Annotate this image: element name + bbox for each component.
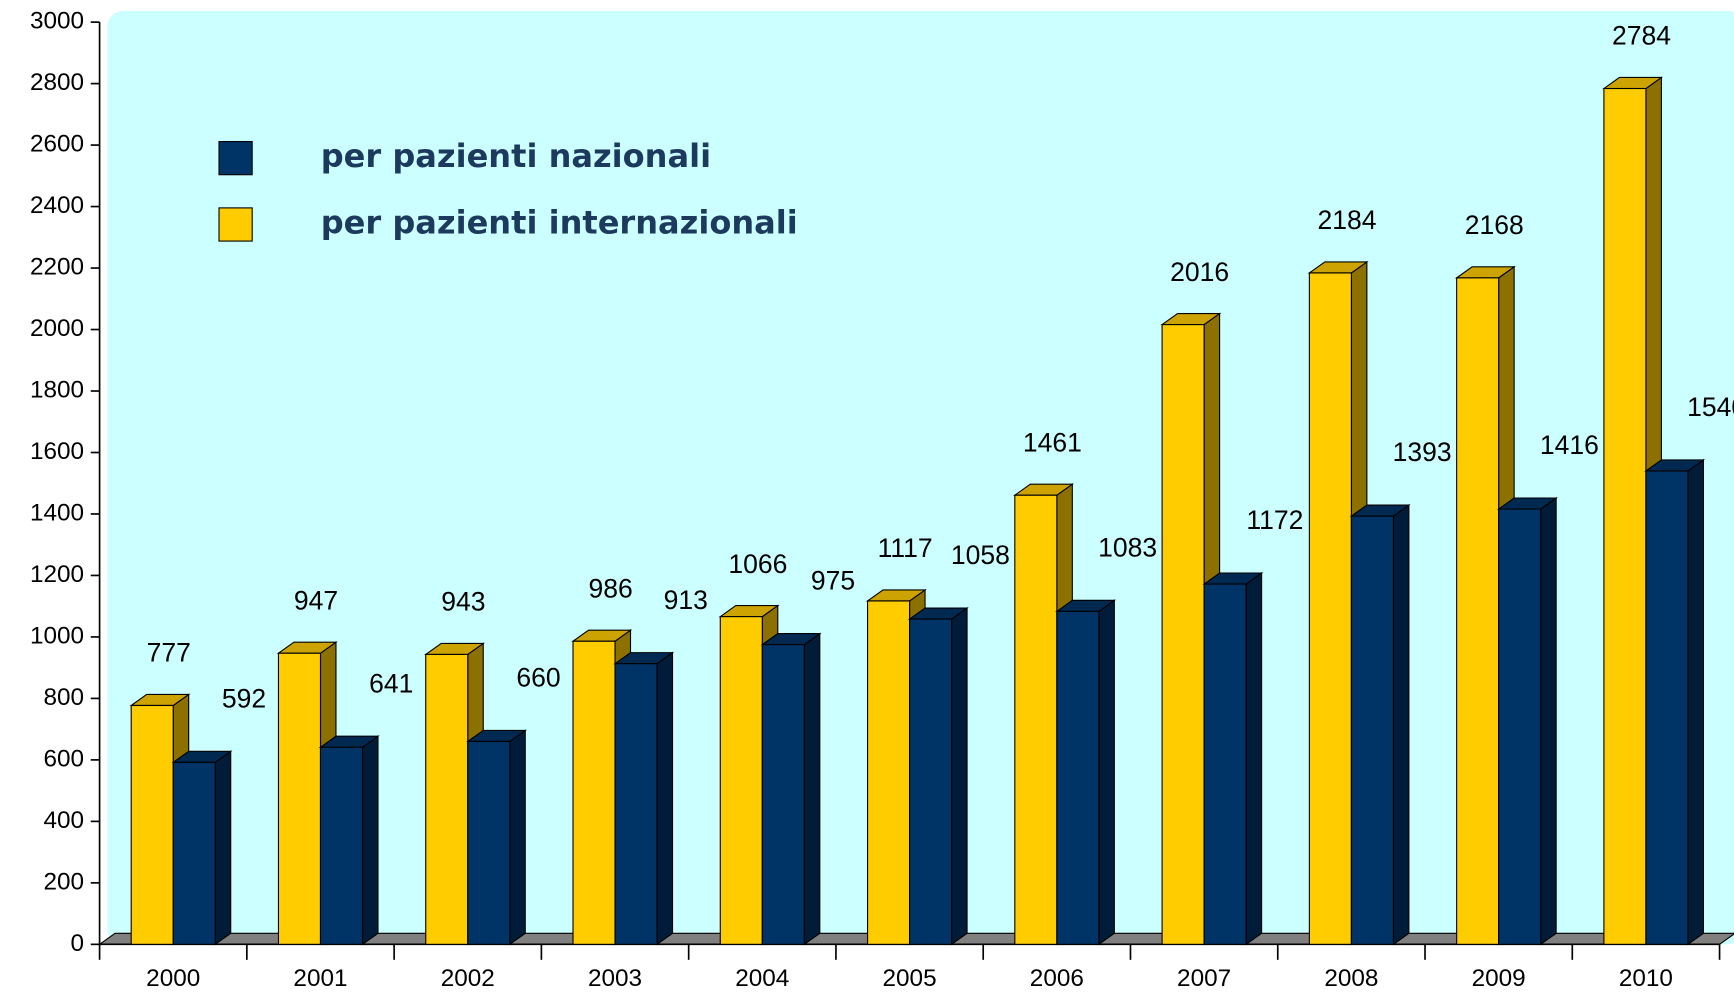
y-tick-label: 2600 xyxy=(30,131,84,158)
bar-side xyxy=(951,606,968,946)
y-tick-label: 400 xyxy=(44,807,85,834)
legend-label: per pazienti internazionali xyxy=(321,203,798,241)
value-label: 592 xyxy=(222,683,266,713)
value-label: 947 xyxy=(294,585,338,615)
value-label: 1461 xyxy=(1023,427,1082,457)
x-tick-label: 2001 xyxy=(293,965,347,992)
bar xyxy=(1056,610,1100,945)
value-label: 641 xyxy=(369,668,413,698)
value-label: 975 xyxy=(811,566,855,596)
value-label: 943 xyxy=(441,587,485,617)
value-label: 1066 xyxy=(728,549,787,579)
value-label: 1540 xyxy=(1687,392,1734,422)
x-tick-label: 2000 xyxy=(146,965,200,992)
value-label: 1393 xyxy=(1393,437,1452,467)
bar-side xyxy=(656,651,674,946)
y-tick-label: 800 xyxy=(44,684,85,711)
value-label: 777 xyxy=(147,638,191,668)
y-tick-label: 2800 xyxy=(30,69,84,96)
bar xyxy=(1161,324,1205,945)
bar-side xyxy=(1245,571,1263,946)
x-tick-label: 2008 xyxy=(1324,965,1378,992)
x-tick-label: 2004 xyxy=(735,965,789,992)
value-label: 1117 xyxy=(878,533,933,563)
value-label: 1172 xyxy=(1246,505,1303,535)
value-label: 2016 xyxy=(1170,257,1229,287)
bar xyxy=(1308,272,1352,945)
value-label: 2168 xyxy=(1465,210,1524,240)
x-tick-label: 2010 xyxy=(1619,965,1673,992)
y-tick-label: 1000 xyxy=(30,622,84,649)
bar-side xyxy=(1540,496,1557,946)
value-label: 1416 xyxy=(1540,430,1599,460)
bar xyxy=(172,761,216,945)
y-tick-label: 2000 xyxy=(30,315,84,342)
value-label: 660 xyxy=(516,663,560,693)
bar xyxy=(467,740,511,945)
bar xyxy=(277,652,322,945)
bar xyxy=(909,618,953,945)
bar xyxy=(1498,508,1542,945)
x-tick-label: 2009 xyxy=(1472,965,1526,992)
bar xyxy=(1645,470,1689,945)
bar xyxy=(572,640,616,945)
bar xyxy=(614,663,658,945)
y-tick-label: 1200 xyxy=(30,561,84,588)
y-tick-label: 200 xyxy=(44,868,85,895)
y-tick-label: 2400 xyxy=(30,192,84,219)
x-tick-label: 2003 xyxy=(588,965,642,992)
bar-side xyxy=(361,735,379,946)
y-tick-label: 0 xyxy=(71,930,85,957)
y-tick-label: 1600 xyxy=(30,438,84,465)
y-tick-label: 600 xyxy=(44,745,85,772)
bar xyxy=(866,600,911,945)
bar xyxy=(1603,87,1647,945)
bar xyxy=(425,653,469,945)
bar xyxy=(1203,583,1247,945)
value-label: 2184 xyxy=(1317,205,1376,235)
x-tick-label: 2006 xyxy=(1030,965,1084,992)
value-label: 2784 xyxy=(1612,21,1671,51)
bar xyxy=(130,704,174,945)
x-tick-label: 2002 xyxy=(441,965,495,992)
bar-side xyxy=(803,632,821,946)
y-tick-label: 1400 xyxy=(30,499,84,526)
bar-side xyxy=(214,750,232,946)
bar xyxy=(1014,494,1058,945)
value-label: 913 xyxy=(664,585,708,615)
bar-side xyxy=(1098,599,1115,946)
bar-side xyxy=(1687,458,1704,946)
bar-side xyxy=(1392,503,1410,946)
bar-side xyxy=(509,729,526,946)
bar xyxy=(319,746,364,945)
y-tick-label: 1800 xyxy=(30,376,84,403)
bar xyxy=(1456,277,1500,945)
legend-label: per pazienti nazionali xyxy=(321,137,711,175)
y-tick-label: 3000 xyxy=(30,8,84,35)
value-label: 1083 xyxy=(1098,533,1157,563)
value-label: 986 xyxy=(588,573,632,603)
bar xyxy=(1350,515,1394,945)
bar xyxy=(719,616,763,945)
x-tick-label: 2007 xyxy=(1177,965,1231,992)
legend-swatch xyxy=(218,140,253,176)
value-label: 1058 xyxy=(951,540,1010,570)
x-tick-label: 2005 xyxy=(883,965,937,992)
bar xyxy=(761,644,805,945)
y-tick-label: 2200 xyxy=(30,253,84,280)
legend-swatch xyxy=(218,207,253,242)
